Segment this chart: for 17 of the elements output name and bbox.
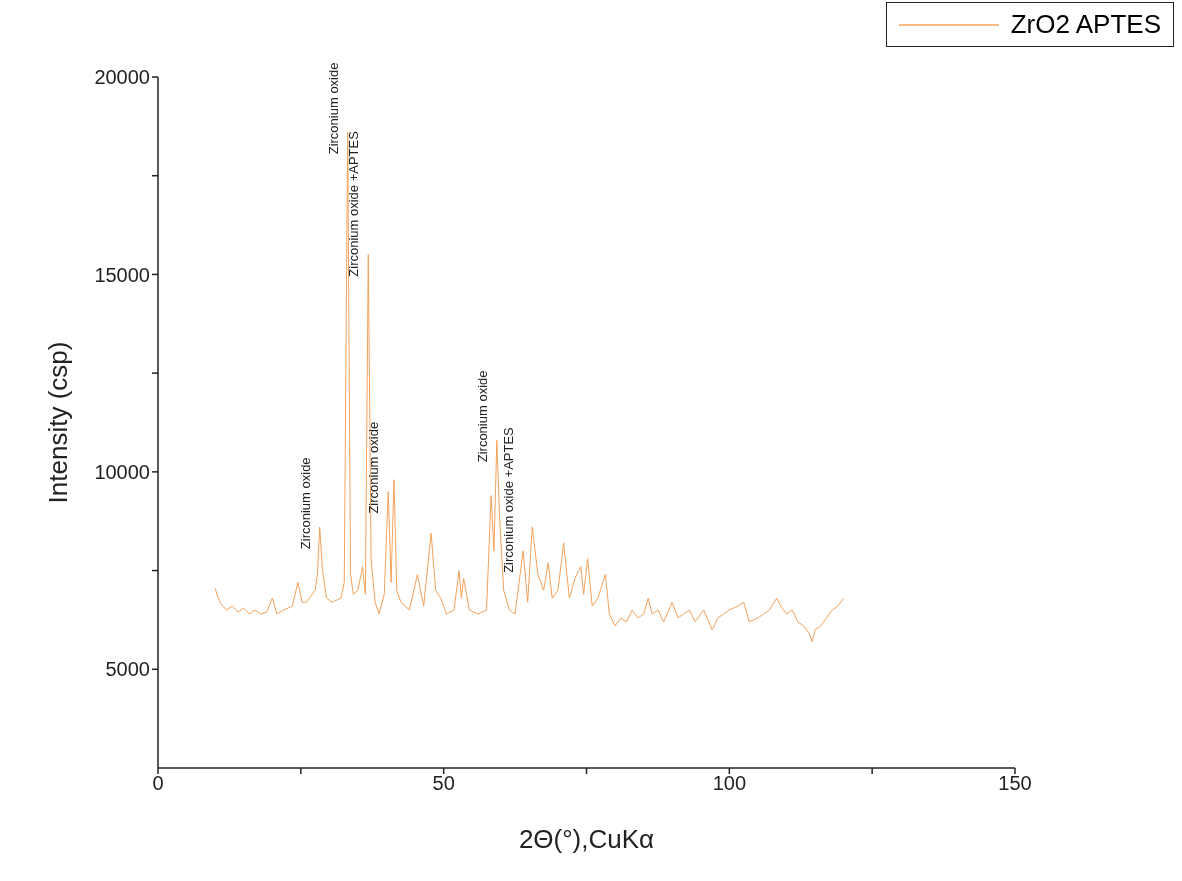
y-tick-label: 20000	[94, 66, 150, 89]
annotation: Zirconium oxide +APTES	[501, 426, 517, 573]
x-axis-title: 2Θ(°),CuKα	[518, 824, 655, 854]
annotation: Zirconium oxide	[297, 457, 313, 550]
x-tick-label: 150	[998, 772, 1032, 795]
y-tick-label: 5000	[105, 658, 150, 681]
annotation: Zirconium oxide +APTES	[346, 130, 362, 277]
x-tick-label: 0	[152, 772, 164, 795]
y-tick-label: 10000	[94, 460, 150, 483]
annotation: Zirconium oxide	[325, 62, 341, 155]
x-tick-label: 50	[432, 772, 455, 795]
x-tick-label: 100	[712, 772, 747, 795]
annotation: Zirconium oxide	[366, 421, 382, 514]
annotation: Zirconium oxide	[474, 370, 490, 463]
legend-label: ZrO2 APTES	[1010, 9, 1161, 40]
y-tick-label: 15000	[94, 263, 150, 286]
y-axis-title: Intensity (csp)	[43, 341, 74, 504]
